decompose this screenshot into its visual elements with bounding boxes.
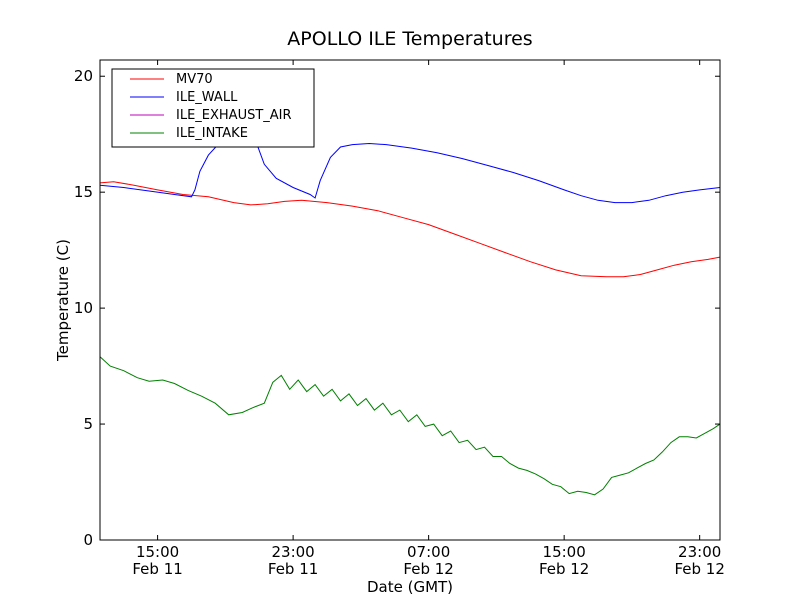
x-tick-label-date: Feb 11 <box>132 560 182 578</box>
legend-box <box>111 68 315 148</box>
x-tick-label-time: 23:00 <box>271 543 314 561</box>
legend-entry-label: MV70 <box>176 72 213 87</box>
x-tick-label-time: 23:00 <box>678 543 721 561</box>
series-layer <box>99 133 721 496</box>
x-tick-label-date: Feb 12 <box>539 560 589 578</box>
y-tick-label: 20 <box>74 67 93 85</box>
legend: MV70 ILE_WALL ILE_EXHAUST_AIR ILE_INTAKE <box>111 68 315 148</box>
legend-entry-label: ILE_WALL <box>176 90 238 105</box>
x-tick-label-date: Feb 11 <box>268 560 318 578</box>
x-tick-label-time: 07:00 <box>407 543 450 561</box>
y-tick-label: 5 <box>83 415 93 433</box>
series-line-ile-wall <box>99 133 721 204</box>
y-axis-label: Temperature (C) <box>54 239 72 362</box>
x-tick-label-time: 15:00 <box>136 543 179 561</box>
series-line-ile-intake <box>99 356 721 496</box>
y-tick-label: 10 <box>74 299 93 317</box>
x-tick-label-date: Feb 12 <box>403 560 453 578</box>
x-tick-label-time: 15:00 <box>543 543 586 561</box>
plot-area-frame <box>99 59 721 541</box>
x-tick-label-date: Feb 12 <box>674 560 724 578</box>
legend-entry-label: ILE_INTAKE <box>176 126 248 141</box>
y-tick-label: 15 <box>74 183 93 201</box>
chart-title: APOLLO ILE Temperatures <box>287 28 532 50</box>
series-line-mv70 <box>99 181 721 278</box>
legend-entry-label: ILE_EXHAUST_AIR <box>176 108 292 123</box>
y-tick-label: 0 <box>83 531 93 549</box>
x-axis-label: Date (GMT) <box>367 578 453 596</box>
